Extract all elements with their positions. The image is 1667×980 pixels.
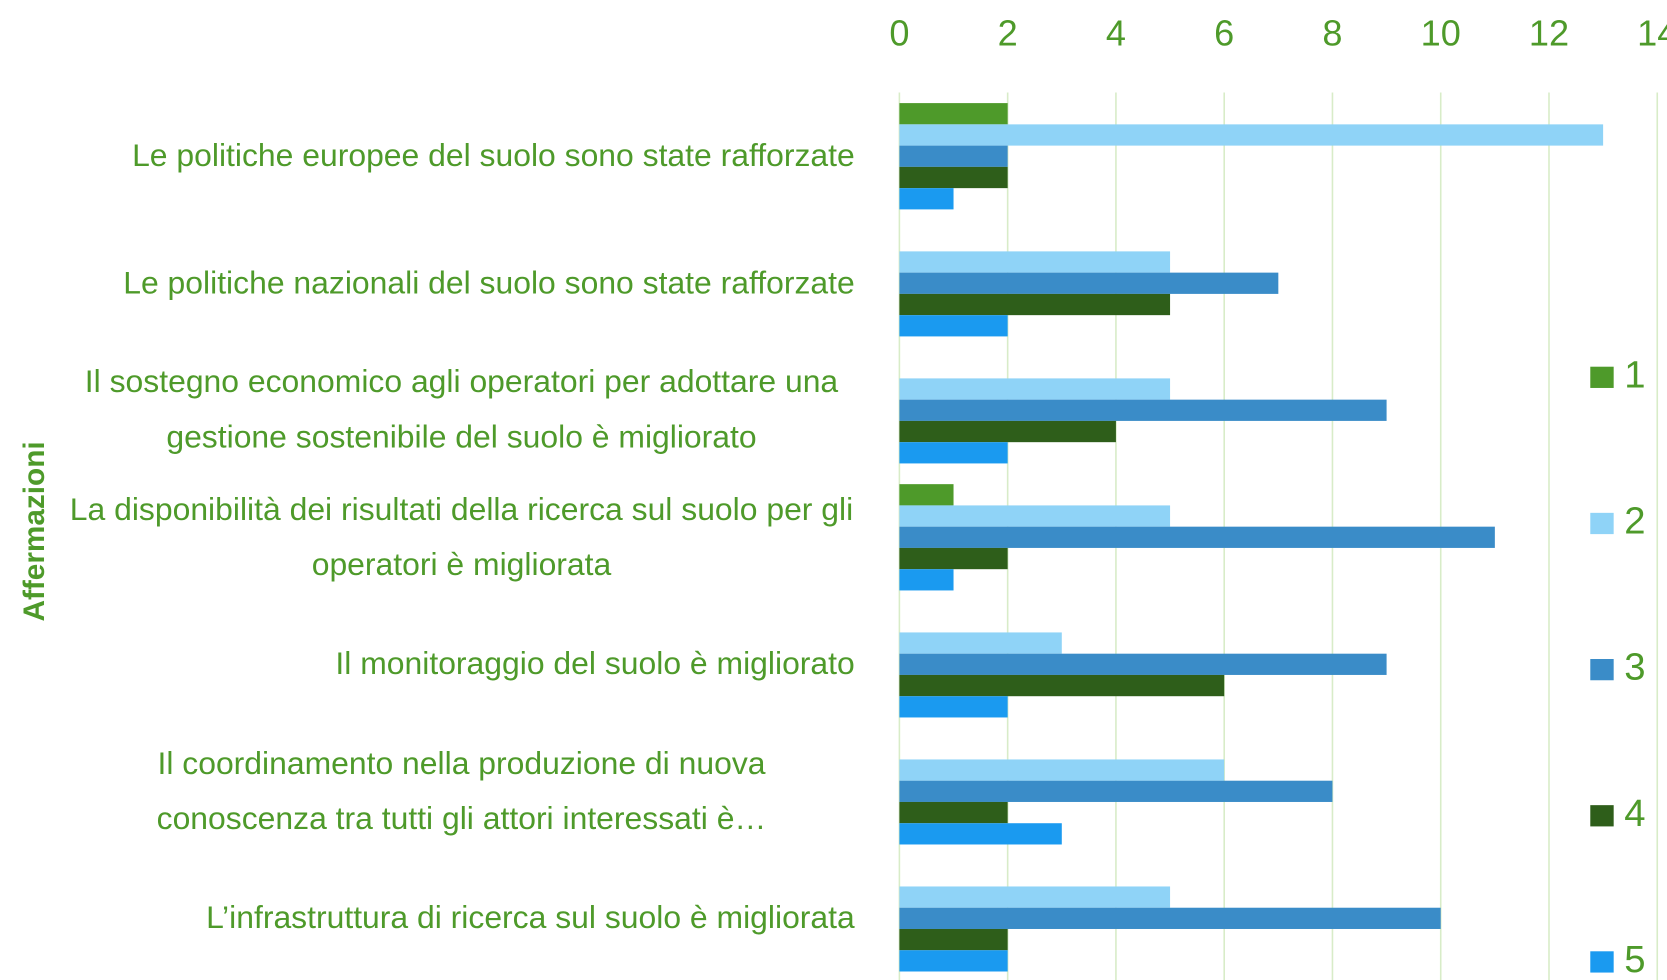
bar — [899, 907, 1441, 929]
bar — [899, 484, 954, 506]
x-tick-label: 12 — [1529, 13, 1569, 54]
bar — [899, 103, 1008, 125]
bar — [899, 442, 1008, 464]
bar — [899, 547, 1008, 570]
category-label-wrap: Il sostegno economico agli operatori per… — [47, 347, 855, 475]
bar — [899, 188, 954, 210]
bar — [899, 928, 1008, 951]
bar — [899, 166, 1008, 189]
bar — [899, 569, 954, 591]
category-label-wrap: Il coordinamento nella produzione di nuo… — [47, 728, 855, 856]
legend-label: 1 — [1624, 353, 1645, 396]
bar — [899, 399, 1387, 421]
bar — [899, 801, 1008, 824]
bar — [899, 378, 1171, 400]
bar — [899, 420, 1116, 443]
legend-swatch — [1590, 366, 1614, 388]
legend-label: 5 — [1624, 938, 1645, 980]
y-tick-label: Il coordinamento nella produzione di nuo… — [156, 745, 767, 836]
legend-swatch — [1590, 512, 1614, 535]
x-tick-label: 10 — [1421, 13, 1461, 54]
x-tick-label: 2 — [998, 13, 1018, 54]
category-label-wrap: Il monitoraggio del suolo è migliorato — [47, 601, 855, 729]
legend-swatch — [1590, 951, 1614, 973]
bar — [899, 653, 1387, 675]
bar — [899, 145, 1008, 167]
y-tick-label: Il monitoraggio del suolo è migliorato — [335, 646, 855, 682]
category-label-box: Le politiche europee del suolo sono stat… — [47, 92, 855, 220]
bar — [899, 780, 1333, 802]
bar — [899, 950, 1008, 972]
category-label-wrap: L’infrastruttura di ricerca sul suolo è … — [47, 855, 855, 980]
bar — [899, 505, 1171, 527]
y-tick-label: L’infrastruttura di ricerca sul suolo è … — [206, 900, 855, 936]
x-tick-label: 6 — [1214, 13, 1234, 54]
y-tick-label: Le politiche nazionali del suolo sono st… — [123, 265, 855, 301]
bar — [899, 823, 1062, 845]
x-tick-label: 0 — [889, 13, 909, 54]
category-label-box: L’infrastruttura di ricerca sul suolo è … — [47, 855, 855, 980]
bar — [899, 674, 1225, 697]
x-tick-label: 8 — [1322, 13, 1342, 54]
category-label-box: Il monitoraggio del suolo è migliorato — [47, 601, 855, 729]
y-tick-label: Le politiche europee del suolo sono stat… — [132, 138, 855, 174]
x-tick-label: 4 — [1106, 13, 1126, 54]
y-axis-label: Affermazioni — [18, 441, 51, 621]
x-tick-label: 14 — [1637, 13, 1667, 54]
bar — [899, 272, 1279, 294]
category-label-box: Le politiche nazionali del suolo sono st… — [47, 219, 855, 347]
legend-swatch — [1590, 659, 1614, 681]
legend-label: 4 — [1624, 792, 1645, 835]
category-label-wrap: La disponibilità dei risultati della ric… — [47, 474, 855, 602]
bar — [899, 696, 1008, 718]
category-label-wrap: Le politiche nazionali del suolo sono st… — [47, 219, 855, 347]
category-label-wrap: Le politiche europee del suolo sono stat… — [47, 92, 855, 220]
bar — [899, 251, 1171, 273]
legend-label: 2 — [1624, 500, 1645, 543]
bar — [899, 759, 1225, 781]
bar — [899, 293, 1171, 316]
category-label-box: Il coordinamento nella produzione di nuo… — [47, 728, 855, 856]
category-label-box: La disponibilità dei risultati della ric… — [47, 474, 855, 602]
legend-label: 3 — [1624, 646, 1645, 689]
y-tick-label: La disponibilità dei risultati della ric… — [69, 491, 854, 582]
bar — [899, 886, 1171, 908]
bar — [899, 124, 1604, 146]
category-label-box: Il sostegno economico agli operatori per… — [47, 347, 855, 475]
legend-swatch — [1590, 805, 1614, 827]
y-tick-label: Il sostegno economico agli operatori per… — [84, 364, 839, 455]
bar — [899, 526, 1495, 548]
bar — [899, 315, 1008, 337]
bar — [899, 632, 1062, 654]
